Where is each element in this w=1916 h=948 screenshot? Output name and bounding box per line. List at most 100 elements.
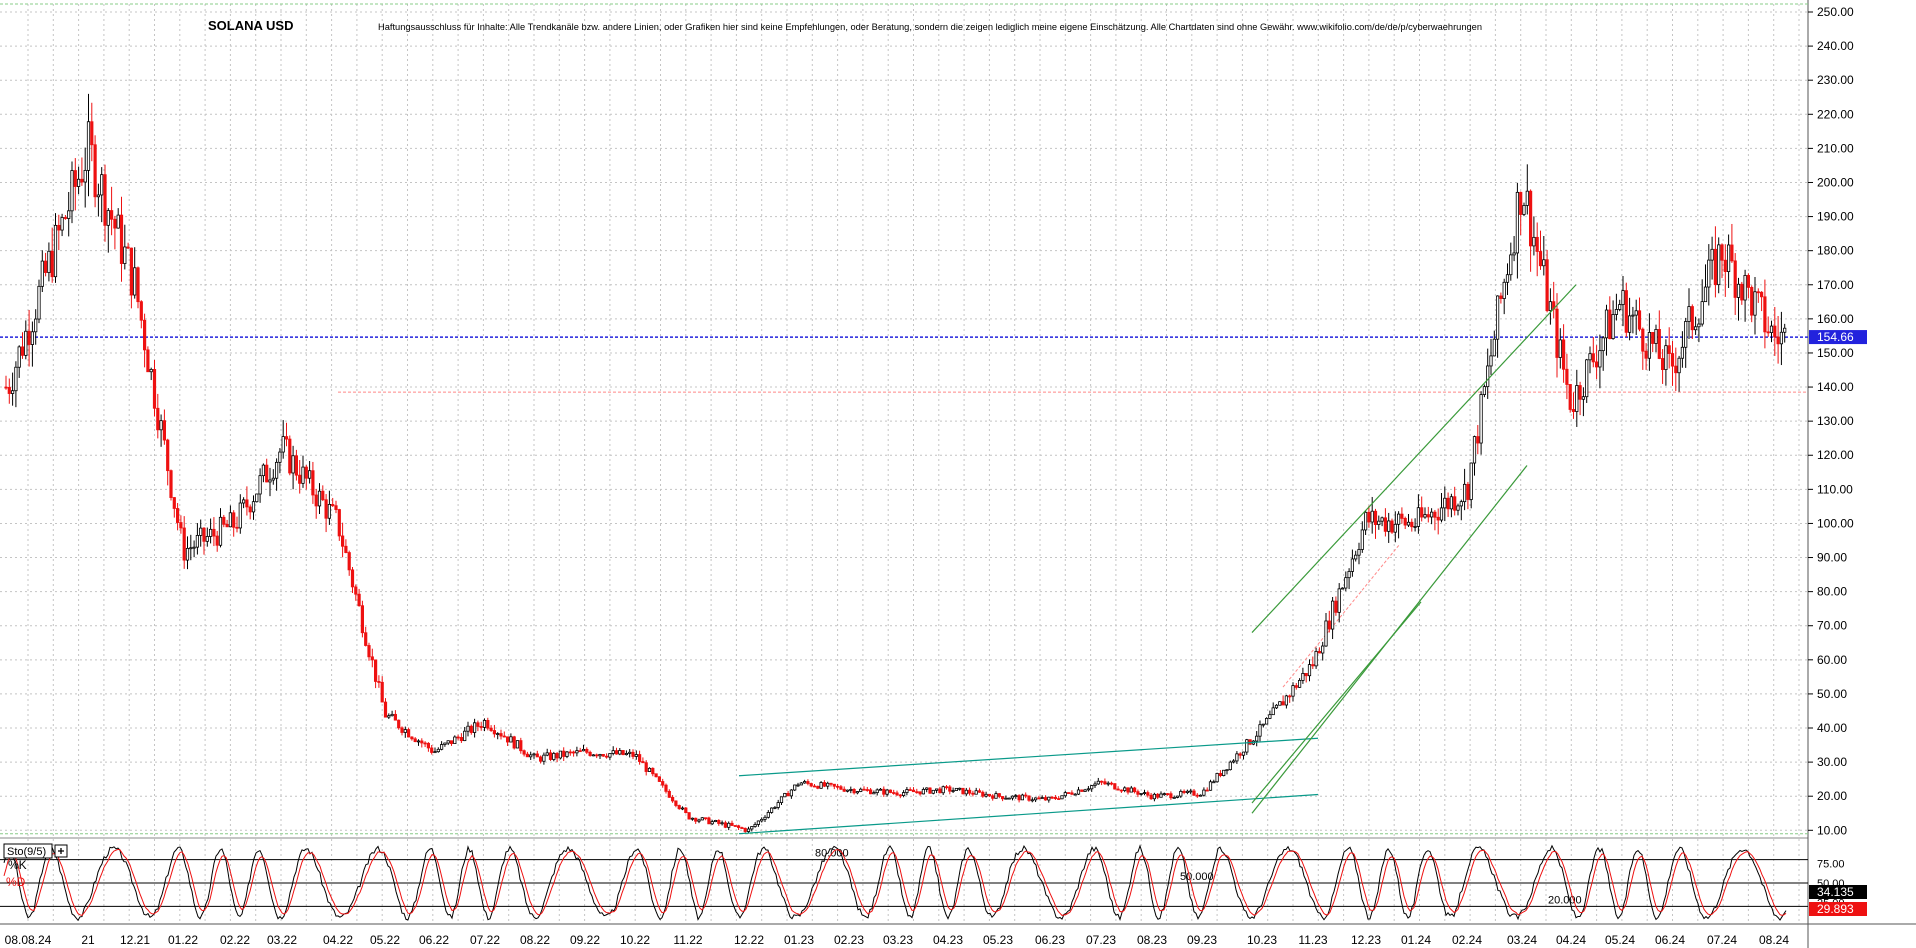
candle [1558, 328, 1562, 369]
candle [743, 827, 747, 834]
candle [291, 445, 295, 490]
candle [542, 752, 546, 765]
candle [964, 787, 968, 796]
candle [1667, 327, 1671, 369]
candle-body [1377, 520, 1381, 525]
candle [750, 826, 754, 832]
candle [1222, 769, 1226, 777]
candle [1562, 324, 1566, 383]
y-tick-label: 70.00 [1817, 619, 1847, 633]
candle [575, 746, 579, 757]
candle [502, 731, 506, 738]
candle-body [60, 217, 64, 231]
candle [1377, 515, 1381, 530]
candle-body [1783, 327, 1787, 333]
candle [796, 782, 800, 787]
candle-body [24, 330, 28, 356]
candles [4, 93, 1787, 834]
candle [1568, 384, 1572, 413]
candle [278, 448, 282, 474]
candle [1430, 508, 1434, 525]
candle-body [387, 715, 391, 718]
candle-body [1001, 796, 1005, 800]
candle [1235, 751, 1239, 764]
candle [1769, 320, 1774, 343]
candle-body [1684, 321, 1688, 348]
candle [1255, 731, 1259, 747]
candle-body [977, 790, 982, 793]
candle-body [1340, 587, 1345, 590]
candle [1604, 304, 1609, 356]
candle-body [1317, 650, 1321, 654]
candle-body [1406, 521, 1411, 526]
candle [90, 102, 94, 162]
candle-body [1057, 798, 1061, 800]
candle-body [598, 754, 602, 757]
candle [304, 464, 308, 490]
candle-body [133, 267, 137, 296]
candle-body [505, 736, 510, 743]
candle [1509, 242, 1513, 281]
candle-body [674, 800, 678, 806]
candle-body [1255, 735, 1259, 742]
candle [1001, 796, 1005, 802]
candle-body [1598, 350, 1602, 368]
candle [215, 530, 219, 552]
candle [585, 747, 589, 755]
candle [1548, 288, 1552, 325]
x-tick-label: 04.22 [323, 933, 353, 947]
candle-body [1529, 190, 1533, 247]
x-tick-label: 04.23 [933, 933, 963, 947]
candle-body [1347, 571, 1351, 579]
candle-body [938, 788, 942, 794]
candle-body [1426, 514, 1430, 518]
candle [34, 309, 38, 345]
candle [1522, 202, 1526, 217]
candle [931, 789, 935, 795]
candle-body [492, 730, 497, 735]
candle-body [1228, 761, 1232, 771]
candle-body [393, 713, 398, 721]
candle [509, 733, 513, 743]
candle-body [116, 214, 120, 229]
candle [1136, 789, 1140, 798]
candle-body [1651, 332, 1655, 344]
candle [806, 779, 810, 786]
candle-body [7, 387, 11, 394]
candle [1469, 462, 1473, 509]
candle [430, 744, 434, 755]
candle [839, 785, 843, 790]
candle-body [515, 740, 520, 749]
candle-body [624, 753, 629, 756]
candle [664, 783, 668, 794]
candle [1608, 296, 1612, 340]
candle-body [1753, 291, 1757, 316]
candle [1360, 521, 1364, 553]
candle [486, 717, 490, 731]
candle [466, 721, 470, 737]
candle [598, 753, 602, 760]
candle [1284, 694, 1288, 709]
candle-body [951, 790, 955, 792]
candle [67, 191, 71, 237]
candle [1149, 792, 1153, 800]
candle-body [433, 751, 437, 754]
candle [225, 519, 229, 528]
candle [595, 753, 599, 759]
candle-body [17, 346, 21, 368]
candle-body [1707, 259, 1711, 288]
candle [737, 824, 741, 830]
candle-body [1222, 769, 1226, 776]
candle-body [1311, 664, 1315, 667]
candle [1218, 770, 1222, 778]
candle-body [57, 224, 61, 231]
candle [954, 787, 959, 791]
trendline [738, 793, 1319, 835]
candle-body [628, 751, 632, 754]
candle-body [245, 499, 249, 508]
candle-body [1644, 350, 1648, 359]
candle [1532, 216, 1536, 256]
candle-body [281, 436, 285, 453]
candle-body [855, 791, 860, 794]
candle-body [750, 826, 754, 830]
